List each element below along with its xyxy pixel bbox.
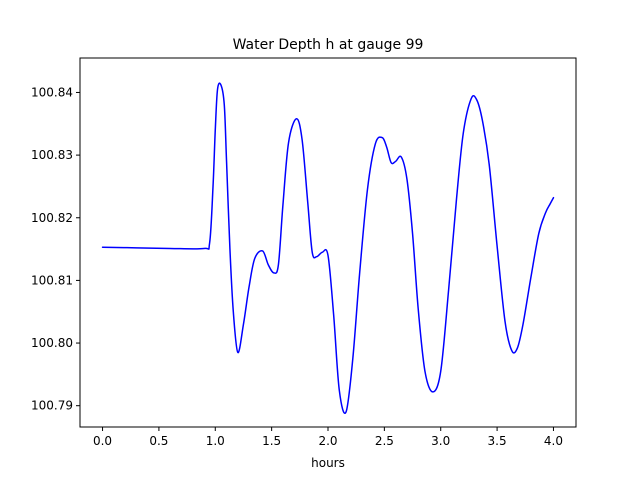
- x-axis-ticks: 0.0 0.5 1.0 1.5 2.0 2.5 3.0 3.5 4.0: [93, 427, 563, 448]
- y-tick-label: 100.83: [31, 148, 73, 162]
- x-tick-label: 0.0: [93, 434, 112, 448]
- x-tick-label: 0.5: [149, 434, 168, 448]
- y-tick-label: 100.81: [31, 273, 73, 287]
- y-tick-label: 100.84: [31, 85, 73, 99]
- x-tick-label: 1.5: [262, 434, 281, 448]
- x-tick-label: 3.0: [431, 434, 450, 448]
- x-tick-label: 4.0: [544, 434, 563, 448]
- chart-title: Water Depth h at gauge 99: [233, 37, 424, 53]
- y-axis-ticks: 100.79 100.80 100.81 100.82 100.83 100.84: [31, 85, 80, 413]
- series-layer: [101, 82, 555, 414]
- plot-area-background: [80, 58, 576, 427]
- y-tick-label: 100.80: [31, 336, 73, 350]
- x-tick-label: 2.0: [318, 434, 337, 448]
- x-tick-label: 1.0: [206, 434, 225, 448]
- x-tick-label: 3.5: [488, 434, 507, 448]
- series-line-0: [101, 82, 555, 414]
- plot-area-frame: [79, 57, 577, 428]
- y-tick-label: 100.79: [31, 399, 73, 413]
- y-tick-label: 100.82: [31, 211, 73, 225]
- x-axis-label: hours: [311, 456, 345, 470]
- x-tick-label: 2.5: [375, 434, 394, 448]
